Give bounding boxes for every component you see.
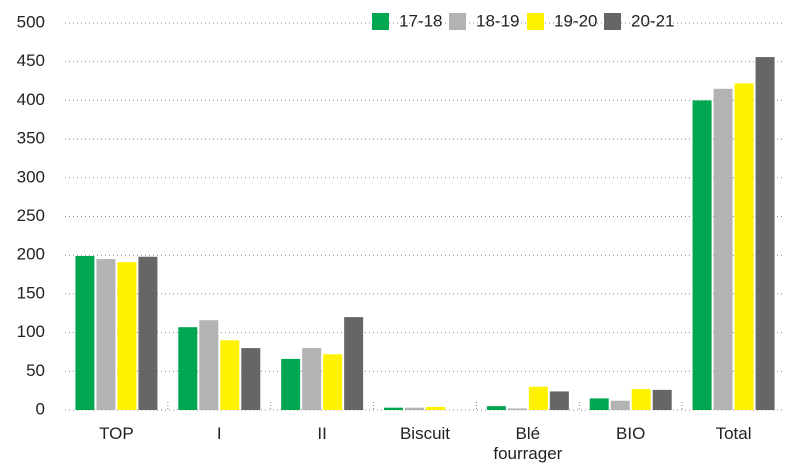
bar <box>241 348 261 410</box>
y-tick-label: 200 <box>17 245 45 264</box>
bar <box>507 408 527 410</box>
x-tick-label: Blé fourrager <box>493 424 563 463</box>
bar <box>692 100 712 411</box>
bar <box>405 407 424 410</box>
y-tick-label: 500 <box>17 12 45 31</box>
bar <box>281 358 301 410</box>
x-tick-label: I <box>216 424 222 443</box>
legend-label: 20-21 <box>631 11 674 30</box>
bar <box>426 406 445 410</box>
bar <box>589 398 609 410</box>
bar <box>323 354 343 410</box>
bar <box>713 88 733 410</box>
y-tick-label: 150 <box>17 283 45 302</box>
legend-label: 18-19 <box>476 11 519 30</box>
bar <box>344 317 364 410</box>
bar <box>96 259 116 410</box>
bar <box>384 407 403 410</box>
bar <box>117 262 137 410</box>
legend-swatch <box>449 13 466 30</box>
y-tick-label: 450 <box>17 51 45 70</box>
bar <box>631 389 651 410</box>
bar <box>734 83 754 410</box>
legend-label: 17-18 <box>399 11 442 30</box>
legend-label: 19-20 <box>554 11 597 30</box>
y-tick-label: 50 <box>26 361 45 380</box>
x-tick-label: TOP <box>99 424 134 443</box>
y-tick-label: 250 <box>17 206 45 225</box>
y-tick-label: 300 <box>17 167 45 186</box>
x-tick-label: BIO <box>616 424 646 443</box>
legend-swatch <box>372 13 389 30</box>
bar <box>486 406 506 410</box>
bar <box>75 255 95 410</box>
legend-swatch <box>604 13 621 30</box>
bar <box>755 57 775 410</box>
x-tick-label: Biscuit <box>399 424 451 443</box>
legend-swatch <box>527 13 544 30</box>
bar <box>528 386 548 410</box>
bar <box>549 391 569 410</box>
bar <box>302 348 322 410</box>
y-tick-label: 0 <box>36 399 45 418</box>
bar <box>610 400 630 410</box>
y-tick-label: 400 <box>17 90 45 109</box>
bar <box>199 320 219 410</box>
x-tick-label: Total <box>715 424 752 443</box>
bar <box>178 327 198 410</box>
bar <box>138 256 158 410</box>
bar <box>220 340 240 410</box>
y-tick-label: 350 <box>17 129 45 148</box>
bar <box>652 389 672 410</box>
x-tick-label: II <box>317 424 327 443</box>
y-tick-label: 100 <box>17 322 45 341</box>
